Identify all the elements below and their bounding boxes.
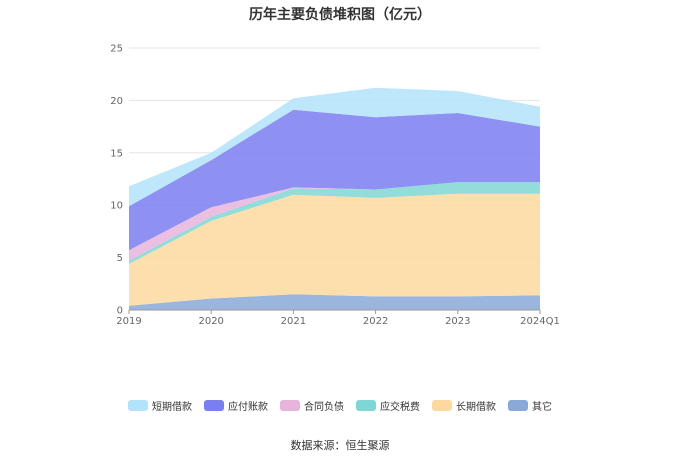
x-tick-label: 2022: [363, 316, 388, 327]
y-tick-label: 5: [117, 253, 123, 264]
area-应交税费: [129, 182, 540, 264]
x-tick-label: 2024Q1: [520, 316, 560, 327]
axes: 0 5 10 15 20 25 2019 2020 2021 2022 2023 2024Q1: [110, 44, 560, 328]
legend-label: 合同负债: [304, 402, 344, 413]
legend-swatch: [280, 400, 300, 411]
area-其它: [129, 294, 540, 310]
legend-item[interactable]: 合同负债: [280, 398, 344, 413]
legend-label: 短期借款: [152, 402, 192, 413]
y-tick-label: 15: [110, 148, 123, 159]
y-tick-label: 0: [117, 306, 123, 317]
y-tick-label: 25: [110, 44, 123, 55]
x-tick-label: 2021: [281, 316, 306, 327]
y-tick-label: 20: [110, 96, 123, 107]
legend-item[interactable]: 长期借款: [432, 398, 496, 413]
data-source: 数据来源：恒生聚源: [290, 439, 390, 452]
legend-item[interactable]: 短期借款: [128, 398, 192, 413]
legend-swatch: [356, 400, 376, 411]
legend-label: 应付账款: [228, 402, 268, 413]
legend-swatch: [508, 400, 528, 411]
area-series: [129, 87, 540, 310]
x-tick-label: 2019: [116, 316, 141, 327]
legend-item[interactable]: 应付账款: [204, 398, 268, 413]
legend-swatch: [432, 400, 452, 411]
x-tick-label: 2023: [445, 316, 470, 327]
legend-item[interactable]: 其它: [508, 398, 552, 413]
legend-swatch: [204, 400, 224, 411]
legend-label: 应交税费: [380, 402, 420, 413]
legend-item[interactable]: 应交税费: [356, 398, 420, 413]
chart-title: 历年主要负债堆积图（亿元）: [249, 7, 431, 23]
legend: 短期借款 应付账款 合同负债 应交税费 长期借款 其它: [0, 398, 680, 413]
legend-swatch: [128, 400, 148, 411]
area-长期借款: [129, 193, 540, 306]
y-tick-label: 10: [110, 201, 123, 212]
area-短期借款: [129, 87, 540, 207]
x-tick-label: 2020: [198, 316, 223, 327]
area-应付账款: [129, 109, 540, 251]
legend-label: 其它: [532, 402, 552, 413]
legend-label: 长期借款: [456, 402, 496, 413]
